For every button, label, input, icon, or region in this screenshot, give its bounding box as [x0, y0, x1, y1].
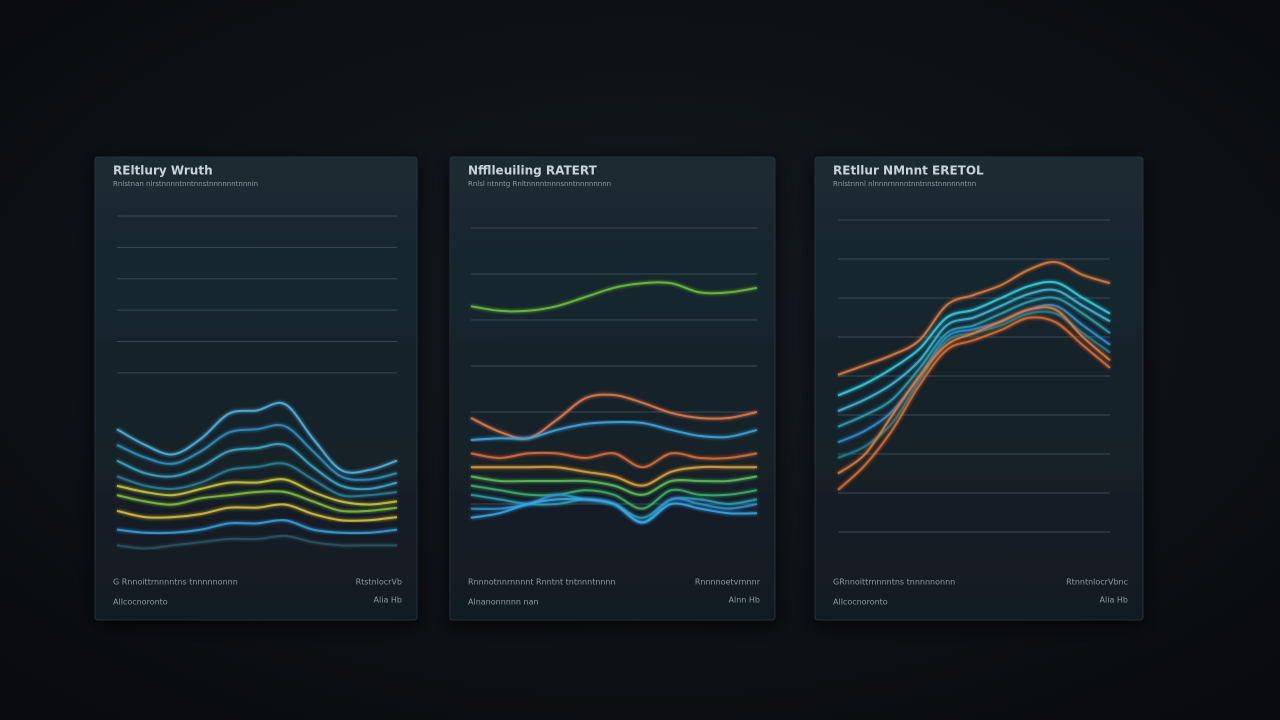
chart-subtitle: Rnlsl ntnntg Rnltnnnntnnnsnntnnnnnnnn [468, 180, 611, 188]
series-line [116, 478, 398, 506]
chart-title: REtllur NMnnt ERETOL [833, 164, 984, 178]
panel-card [814, 156, 1144, 621]
series-line [116, 442, 398, 491]
series-line [116, 401, 398, 474]
chart-panel: Nfflleuiling RATERT Rnlsl ntnntg Rnltnnnn… [449, 156, 776, 621]
series-line [471, 465, 757, 487]
series-line [837, 288, 1111, 413]
footer-note: Alia Hb [374, 596, 402, 605]
panel-card [94, 156, 418, 621]
chart-subtitle: Rnlstnan nlrstnnnntnntnnstnnnnnntnnnin [113, 180, 258, 188]
series-line [470, 497, 758, 524]
series-line [837, 306, 1111, 475]
footer-note: G Rnnoittrnnnntns tnnnnnonnn [113, 578, 238, 587]
series-line [470, 281, 758, 313]
series-line [116, 503, 398, 522]
series-line [470, 475, 758, 496]
series-line [837, 280, 1111, 397]
footer-note: Alnn Hb [729, 596, 760, 605]
chart-title: REltlury Wruth [113, 164, 213, 178]
series-line [116, 519, 398, 535]
series-line [837, 261, 1111, 376]
series-line [837, 316, 1111, 491]
footer-note: RtstnlocrVb [356, 578, 402, 587]
footer-note: Rnnnotnnrnnnnt Rnntnt tntnnntnnnn [468, 578, 616, 587]
footer-note: Allcocnoronto [833, 598, 888, 607]
footer-note: Allcocnoronto [113, 598, 168, 607]
chart-subtitle: Rnlstnnnl nlnnnrnnnntnntnnstnnnnnntnn [833, 180, 976, 188]
chart-panel: REtllur NMnnt ERETOL Rnlstnnnl nlnnnrnnnn… [814, 156, 1144, 621]
chart-title: Nfflleuiling RATERT [468, 164, 598, 178]
series-line [116, 423, 398, 481]
series-line [470, 451, 758, 469]
series-line [470, 484, 758, 510]
series-line [837, 296, 1111, 428]
footer-note: RtnntnlocrVbnc [1066, 578, 1128, 587]
series-line [837, 303, 1111, 444]
chart-panel: REltlury Wruth Rnlstnan nlrstnnnntnntnnst… [94, 156, 418, 621]
series-line [116, 490, 398, 513]
series-line [116, 462, 398, 498]
footer-note: Alnanonnnnn nan [468, 598, 539, 607]
footer-note: GRnnoittrnnnntns tnnnnnonnn [833, 578, 955, 587]
series-line [470, 421, 758, 442]
footer-note: Rnnnnoetvrnnnr [695, 578, 761, 587]
footer-note: Alia Hb [1100, 596, 1128, 605]
series-line [116, 534, 397, 550]
panel-card [449, 156, 776, 621]
